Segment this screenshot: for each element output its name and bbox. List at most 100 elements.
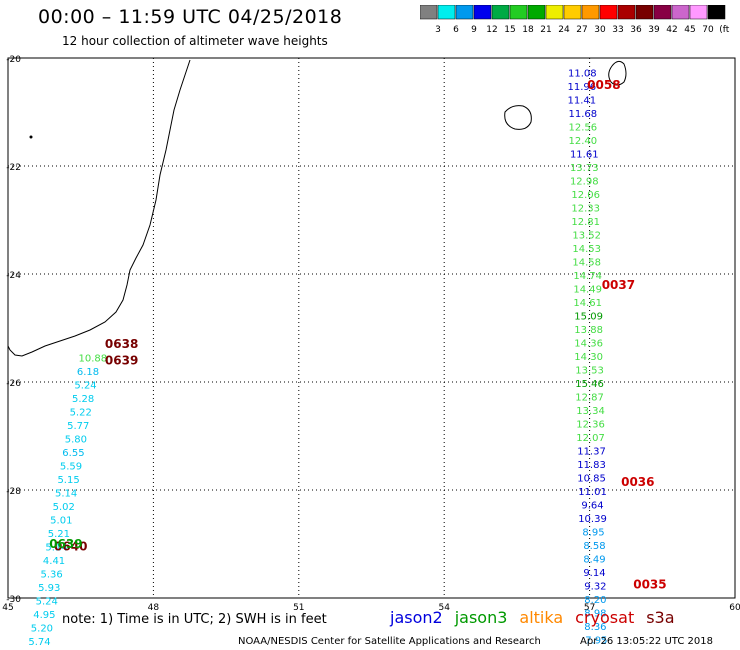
time-label: 0639 xyxy=(49,537,82,551)
colorbar-label: 24 xyxy=(558,25,570,35)
swh-label: 14.53 xyxy=(572,244,601,255)
swh-label: 5.36 xyxy=(40,570,62,581)
swh-label: 8.58 xyxy=(583,541,605,552)
swh-label: 11.41 xyxy=(568,96,597,107)
swh-label: 7.95 xyxy=(585,636,607,647)
colorbar-swatch xyxy=(420,5,438,20)
colorbar-swatch xyxy=(491,5,510,20)
colorbar-label: 42 xyxy=(666,25,677,35)
colorbar-label: 18 xyxy=(522,25,534,35)
swh-label: 5.22 xyxy=(70,408,92,419)
time-label: 0640 xyxy=(54,540,87,554)
x-tick-label: 54 xyxy=(438,603,450,613)
swh-label: 8.20 xyxy=(584,595,606,606)
colorbar-swatch xyxy=(707,5,726,20)
satellite-legend: jason2 jason3 altika cryosat s3a xyxy=(390,608,687,627)
swh-label: 10.39 xyxy=(578,514,607,525)
colorbar-swatch xyxy=(635,5,654,20)
colorbar-swatch xyxy=(437,5,456,20)
swh-label: 11.08 xyxy=(568,69,597,80)
colorbar-label: 3 xyxy=(435,25,441,35)
plot-frame xyxy=(7,57,736,599)
swh-label: 8.98 xyxy=(584,609,606,620)
y-tick-label: -30 xyxy=(6,595,21,605)
swh-label: 12.56 xyxy=(568,123,597,134)
swh-label: 6.18 xyxy=(77,367,99,378)
swh-label: 5.24 xyxy=(74,381,96,392)
swh-label: 11.37 xyxy=(577,447,606,458)
swh-label: 11.01 xyxy=(578,487,607,498)
swh-label: 5.14 xyxy=(45,543,67,554)
coastline-reunion xyxy=(504,105,532,130)
colorbar-swatch xyxy=(455,5,474,20)
swh-label: 8.95 xyxy=(582,528,604,539)
coastline-mauritius xyxy=(608,60,627,86)
swh-label: 8.36 xyxy=(584,622,606,633)
colorbar-swatch xyxy=(581,5,600,20)
swh-label: 10.85 xyxy=(577,474,606,485)
swh-label: 5.15 xyxy=(57,475,79,486)
swh-label: 4.95 xyxy=(33,610,55,621)
colorbar-swatch xyxy=(563,5,582,20)
islet-marker xyxy=(29,135,33,139)
swh-label: 9.14 xyxy=(583,568,605,579)
time-label: 0639 xyxy=(105,353,138,367)
colorbar-label: 33 xyxy=(612,25,623,35)
legend-item-cryosat: cryosat xyxy=(575,608,635,627)
legend-item-jason2: jason2 xyxy=(390,608,443,627)
swh-label: 5.59 xyxy=(60,462,82,473)
swh-label: 8.49 xyxy=(583,555,605,566)
time-label: 0058 xyxy=(587,78,620,92)
time-label: 0035 xyxy=(633,578,666,592)
swh-label: 13.88 xyxy=(574,325,603,336)
colorbar-label: 6 xyxy=(453,25,459,35)
swh-label: 5.01 xyxy=(50,516,72,527)
colorbar-swatch xyxy=(599,5,618,20)
swh-label: 12.87 xyxy=(575,393,604,404)
swh-label: 14.30 xyxy=(574,352,603,363)
swh-label: 12.06 xyxy=(571,190,600,201)
y-tick-label: -24 xyxy=(6,271,21,281)
time-label: 0036 xyxy=(621,475,654,489)
colorbar-swatch xyxy=(527,5,546,20)
swh-label: 4.41 xyxy=(43,556,65,567)
swh-label: 13.34 xyxy=(576,406,605,417)
colorbar-label: 15 xyxy=(504,25,515,35)
y-tick-label: -28 xyxy=(6,487,21,497)
swh-label: 12.33 xyxy=(571,204,600,215)
swh-label: 5.77 xyxy=(67,421,89,432)
coastline-madagascar xyxy=(7,59,191,357)
swh-label: 5.93 xyxy=(38,583,60,594)
swh-label: 12.36 xyxy=(576,420,605,431)
swh-label: 5.28 xyxy=(72,394,94,405)
swh-label: 14.49 xyxy=(573,285,602,296)
swh-label: 5.24 xyxy=(36,597,58,608)
swh-label: 12.81 xyxy=(571,217,600,228)
swh-label: 13.52 xyxy=(572,231,601,242)
y-tick-label: -20 xyxy=(6,55,21,65)
colorbar-label: 21 xyxy=(540,25,551,35)
y-tick-label: -26 xyxy=(6,379,21,389)
generated-timestamp: Apr 26 13:05:22 UTC 2018 xyxy=(580,636,713,647)
swh-label: 14.36 xyxy=(574,339,603,350)
swh-label: 5.21 xyxy=(48,529,70,540)
colorbar-label: 45 xyxy=(684,25,695,35)
agency-credit: NOAA/NESDIS Center for Satellite Applica… xyxy=(238,636,541,647)
colorbar-label: (ft) xyxy=(719,25,730,35)
footnote: note: 1) Time is in UTC; 2) SWH is in fe… xyxy=(62,612,327,627)
legend-item-s3a: s3a xyxy=(646,608,675,627)
swh-label: 12.07 xyxy=(576,433,605,444)
colorbar-swatch xyxy=(653,5,672,20)
swh-label: 9.64 xyxy=(581,501,603,512)
y-tick-label: -22 xyxy=(6,163,21,173)
x-tick-label: 48 xyxy=(148,603,160,613)
colorbar-label: 36 xyxy=(630,25,642,35)
swh-label: 5.80 xyxy=(65,435,87,446)
colorbar-swatch xyxy=(473,5,492,20)
colorbar-label: 30 xyxy=(594,25,606,35)
swh-label: 11.83 xyxy=(577,460,606,471)
x-tick-label: 45 xyxy=(2,603,13,613)
colorbar-label: 27 xyxy=(576,25,587,35)
